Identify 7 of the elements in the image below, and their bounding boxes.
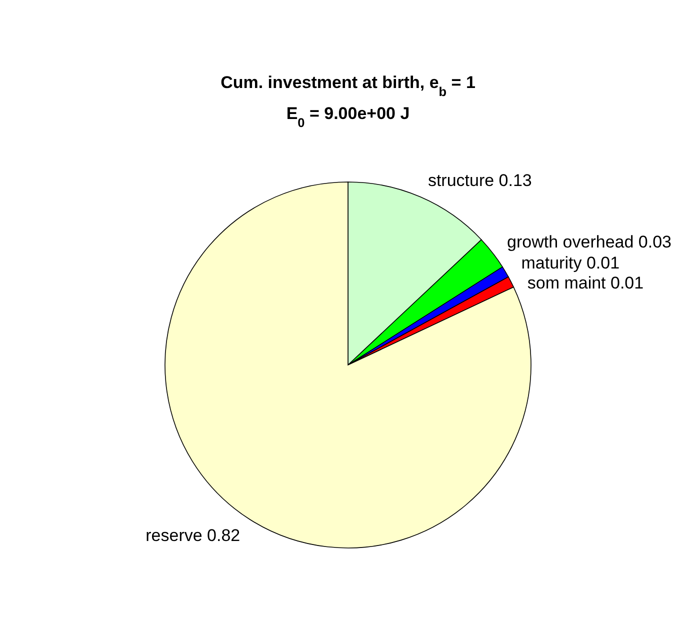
slice-label: reserve 0.82	[146, 526, 240, 545]
chart-title: Cum. investment at birth, e$_{b}$ = 1	[220, 73, 476, 98]
slice-label: som maint 0.01	[527, 273, 644, 292]
slice-label: structure 0.13	[428, 171, 532, 190]
chart-subtitle: E$_{0}$ = 9.00e+00 J	[286, 104, 410, 130]
slice-label: growth overhead 0.03	[507, 232, 672, 252]
slice-label: maturity 0.01	[521, 253, 620, 272]
